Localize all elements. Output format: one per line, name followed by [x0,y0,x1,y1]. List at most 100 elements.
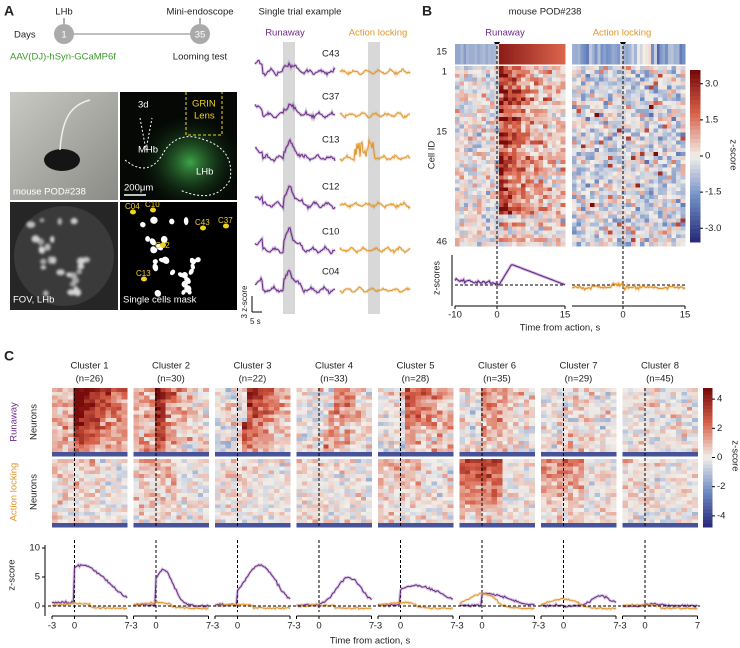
heatmap-cell [344,391,351,396]
heatmap-cell [138,388,145,393]
heatmap-cell [551,183,557,188]
heatmap-cell [590,152,595,157]
heatmap-cell [671,144,677,149]
heatmap-cell [612,214,618,220]
heatmap-cell [543,144,548,149]
heatmap-cell [339,493,346,498]
heatmap-cell [350,410,356,415]
heatmap-cell [203,470,209,475]
heatmap-cell [215,399,221,404]
heatmap-cell [203,410,209,415]
heatmap-cell [585,89,591,94]
heatmap-cell [52,414,58,419]
heatmap-cell [176,519,183,524]
test-label: Looming test [173,52,228,63]
heatmap-cell [612,109,618,114]
heatmap-cell [529,144,535,149]
heatmap-cell [468,206,473,212]
heatmap-cell [485,73,491,79]
heatmap-cell [675,93,681,98]
heatmap-cell [154,429,161,434]
heatmap-cell [472,238,478,243]
heatmap-cell [512,101,517,106]
heatmap-cell [538,230,544,235]
heatmap-cell [594,120,600,126]
heatmap-cell [666,199,672,204]
heatmap-cell [121,429,128,434]
heatmap-cell [626,234,632,239]
heatmap-cell [378,425,384,430]
heatmap-cell [657,159,663,165]
heatmap-cell [296,399,303,404]
heatmap-cell [273,493,280,498]
heatmap-cell [612,183,618,188]
heatmap-cell [560,179,566,184]
heatmap-cell [551,159,557,165]
heatmap-cell [503,206,509,212]
heatmap-cell [436,422,443,427]
heatmap-cell [52,493,58,498]
heatmap-cell [241,388,248,393]
heatmap-cell [257,523,264,528]
heatmap-cell [572,234,577,239]
heatmap-cell [394,462,400,467]
heatmap-cell [350,519,356,524]
heatmap-cell [192,493,199,498]
heatmap-cell [639,195,645,200]
heatmap-cell [116,470,123,475]
heatmap-cell [350,448,356,453]
heatmap-cell [404,444,411,449]
heatmap-cell [543,191,548,196]
heatmap-cell [666,81,672,86]
heatmap-cell [84,462,90,467]
heatmap-cell [675,156,681,161]
heatmap-cell [617,140,623,145]
heatmap-cell [590,179,595,184]
panel-title: mouse POD#238 [509,7,582,18]
heatmap-cell [360,504,367,509]
heatmap-cell [366,422,372,427]
heatmap-cell [499,152,504,157]
heatmap-cell [263,489,269,494]
heatmap-cell [144,466,150,471]
heatmap-cell [328,406,335,412]
heatmap-cell [594,136,600,141]
heatmap-cell [236,437,243,442]
heatmap-cell [89,496,96,501]
heatmap-cell [57,444,64,449]
heatmap-cell [436,459,443,464]
heatmap-cell [241,418,248,423]
heatmap-cell [653,214,659,220]
heatmap-cell [73,496,80,501]
heatmap-cell [165,477,172,483]
heatmap-cell [481,195,487,200]
heatmap-cell [675,238,681,243]
heatmap-cell [657,144,663,149]
heatmap-cell [666,230,672,235]
heatmap-cell [57,425,64,430]
heatmap-cell [334,444,340,449]
heatmap-cell [642,44,646,65]
heatmap-cell [171,410,177,415]
heatmap-cell [529,136,535,141]
heatmap-cell [612,230,618,235]
heatmap-cell [360,493,367,498]
heatmap-cell [360,485,367,490]
heatmap-cell [525,97,531,102]
heatmap-cell [671,171,677,176]
heatmap-cell [121,511,128,517]
heatmap-cell [653,66,659,71]
heatmap-cell [671,89,677,94]
heatmap-cell [543,136,548,141]
heatmap-cell [84,470,90,475]
heatmap-cell [534,112,539,118]
heatmap-cell [653,202,659,208]
heatmap-cell [614,44,618,65]
heatmap-cell [534,81,539,86]
heatmap-cell [116,433,123,438]
heatmap-cell [84,399,90,404]
heatmap-cell [121,500,128,505]
heatmap-cell [176,437,183,442]
heatmap-cell [644,105,650,110]
heatmap-cell [252,440,259,446]
